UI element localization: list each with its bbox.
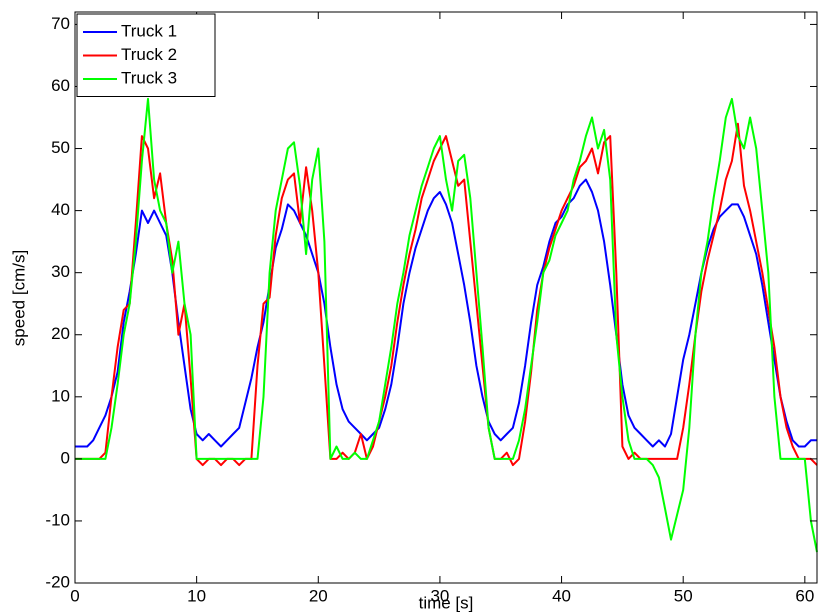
axes-box <box>74 11 818 584</box>
x-tick-label: 0 <box>70 586 79 605</box>
y-tick-label: 50 <box>51 138 70 157</box>
y-tick-label: 0 <box>61 448 70 467</box>
y-tick-label: 20 <box>51 324 70 343</box>
legend-label: Truck 3 <box>121 68 177 87</box>
x-tick-label: 60 <box>795 586 814 605</box>
x-axis-label: time [s] <box>419 593 474 612</box>
x-tick-label: 10 <box>187 586 206 605</box>
y-axis-label: speed [cm/s] <box>9 250 28 346</box>
legend-label: Truck 2 <box>121 45 177 64</box>
plot-area <box>75 12 817 583</box>
y-tick-label: -20 <box>45 572 70 591</box>
y-tick-label: -10 <box>45 510 70 529</box>
series-line <box>75 178 817 448</box>
x-tick-label: 40 <box>552 586 571 605</box>
y-tick-label: 40 <box>51 200 70 219</box>
x-tick-label: 50 <box>674 586 693 605</box>
legend-label: Truck 1 <box>121 21 177 40</box>
x-tick-label: 30 <box>430 586 449 605</box>
series-line <box>75 97 818 553</box>
y-tick-label: 10 <box>51 386 70 405</box>
y-tick-label: 30 <box>51 262 70 281</box>
y-tick-label: 60 <box>51 76 70 95</box>
y-tick-label: 70 <box>51 14 70 33</box>
x-tick-label: 20 <box>309 586 328 605</box>
